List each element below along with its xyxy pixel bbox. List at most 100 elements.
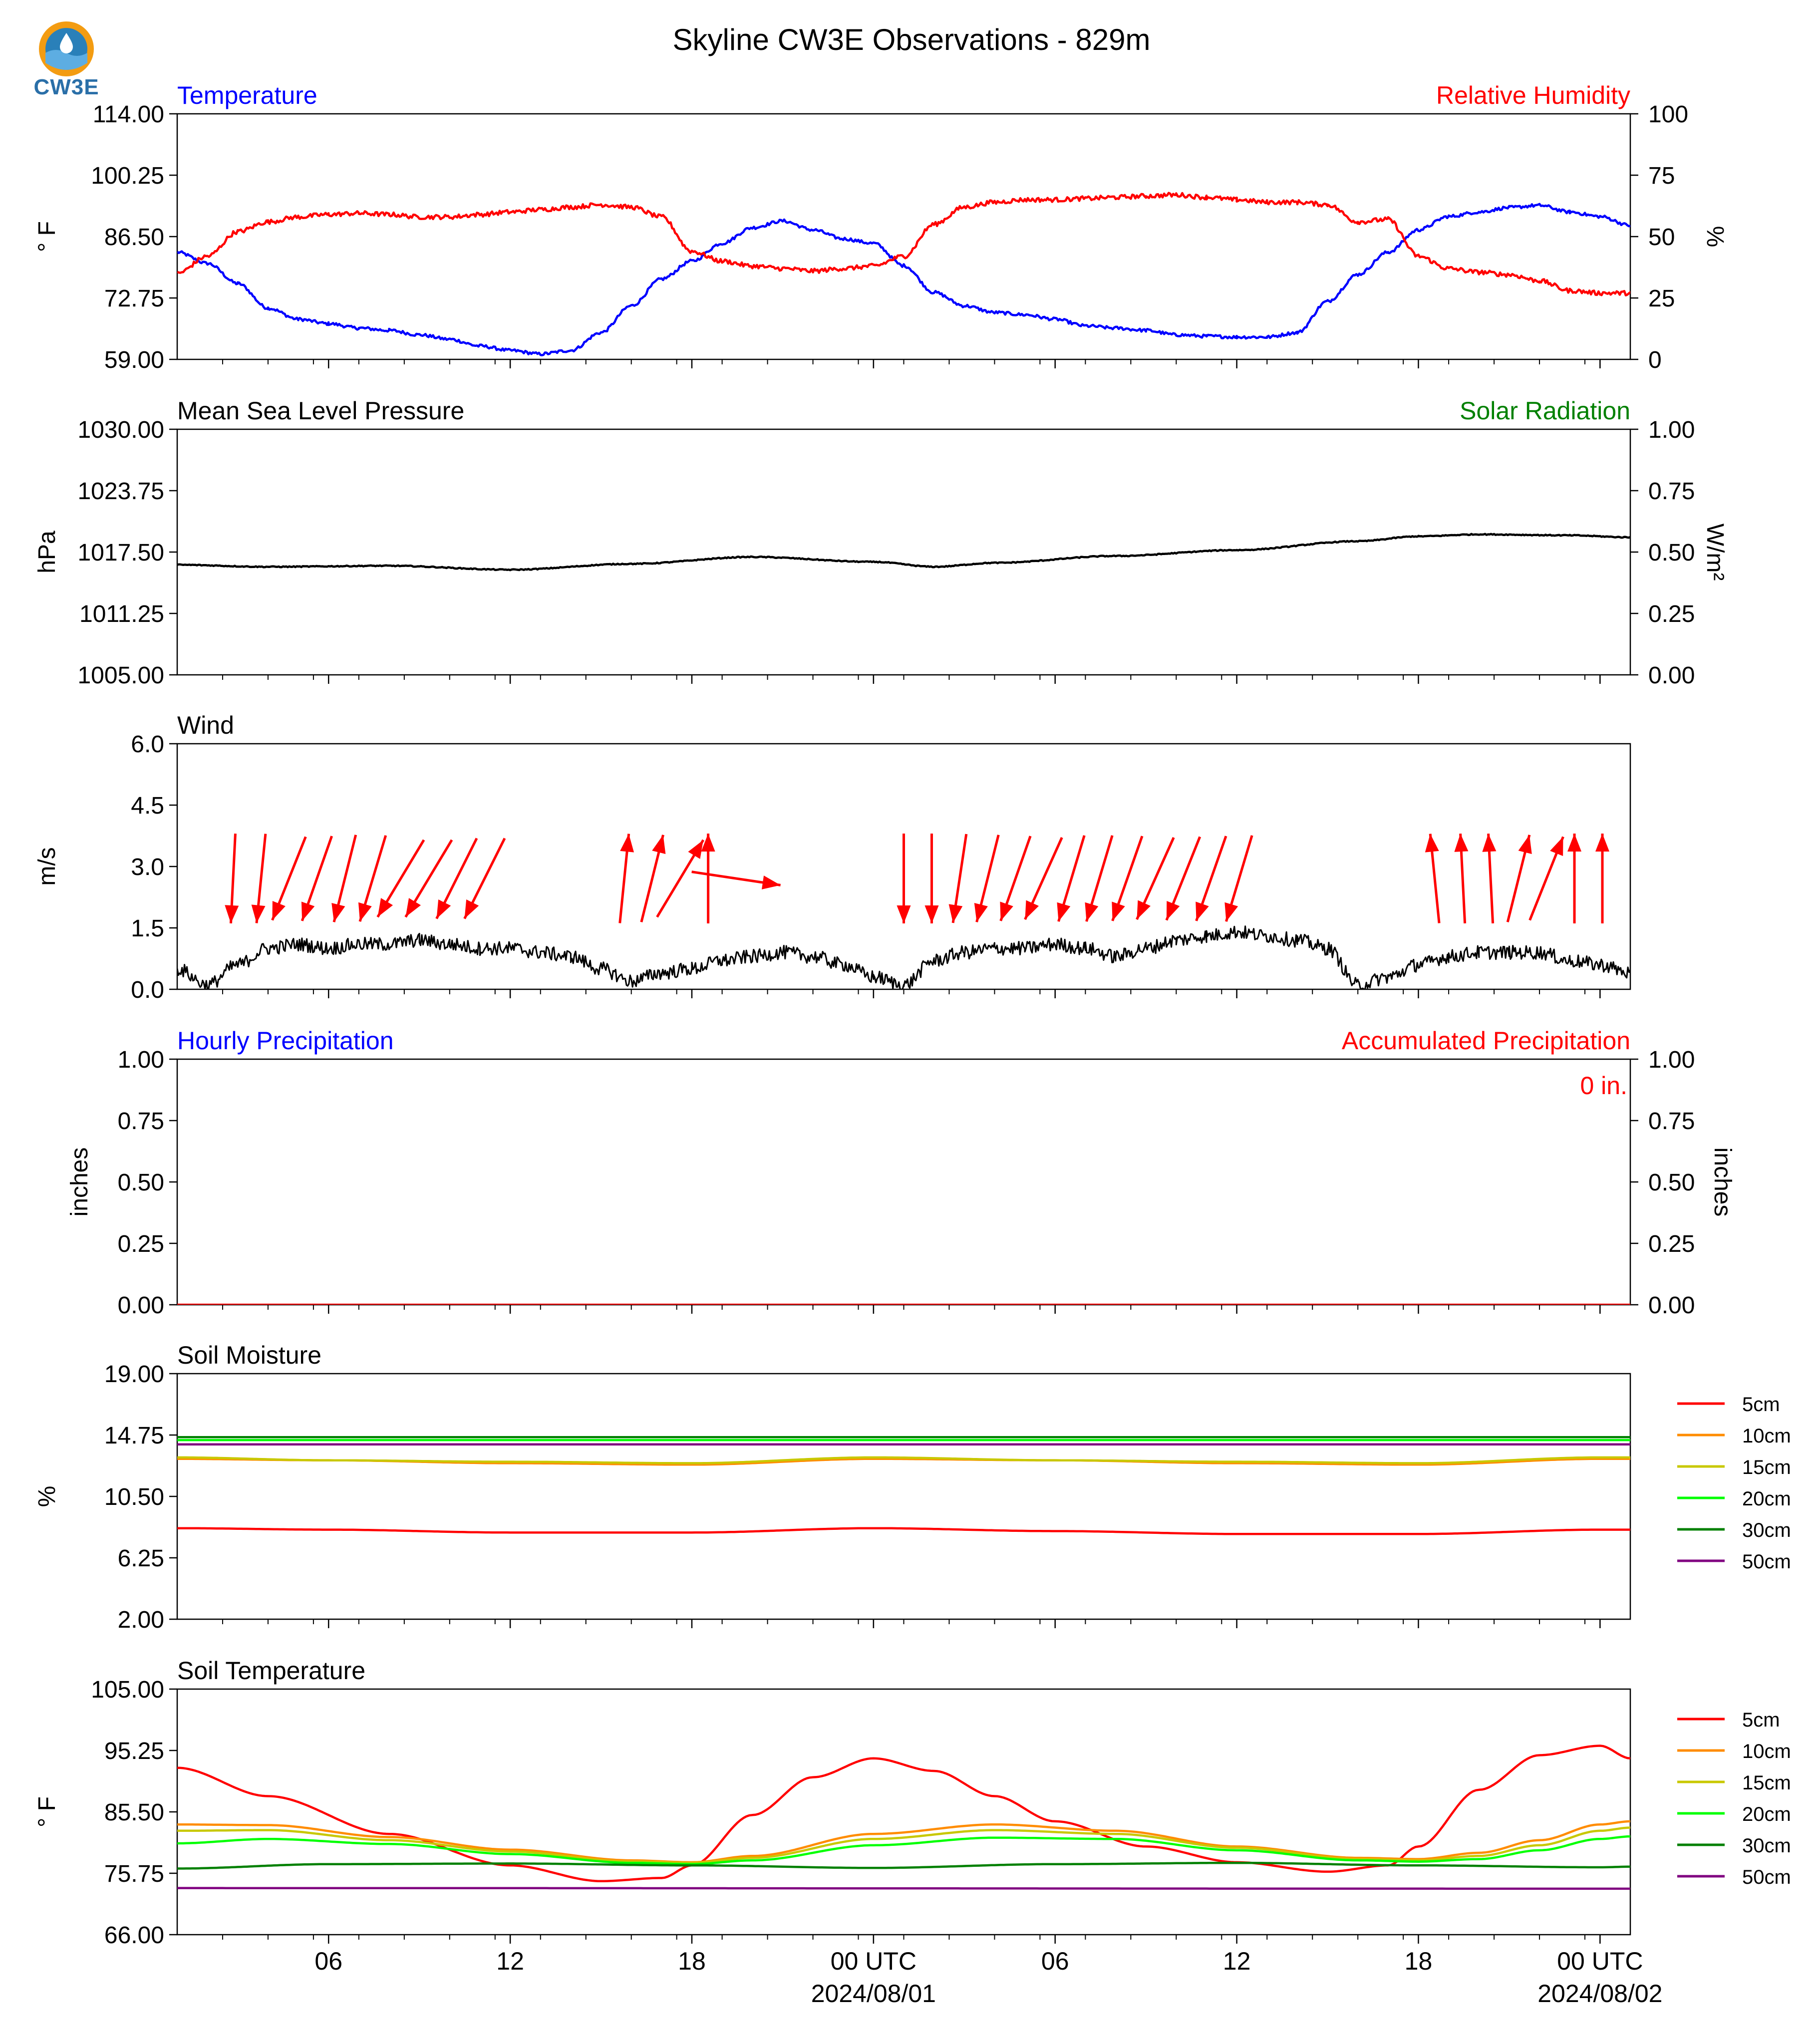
series-line-10cm xyxy=(177,1820,1630,1864)
accumulated-precip-value: 0 in. xyxy=(1580,1072,1627,1100)
y-right-tick-label: 0.50 xyxy=(1648,1169,1695,1196)
wind-arrow-head xyxy=(1567,834,1582,852)
legend-label: 5cm xyxy=(1742,1709,1780,1731)
x-tick-label: 18 xyxy=(1405,1947,1433,1975)
panel-1: 1030.00 1023.75 1017.50 1011.25 1005.00 1.00 0… xyxy=(34,397,1728,689)
y-axis-label-right: % xyxy=(1702,226,1728,248)
series-line-30cm xyxy=(177,1861,1630,1870)
y-right-tick-label: 1.00 xyxy=(1648,1047,1695,1073)
y-tick-label: 59.00 xyxy=(104,347,164,373)
panel-frame xyxy=(176,428,1631,676)
y-right-tick-label: 25 xyxy=(1648,286,1675,312)
y-axis-label-right: W/m² xyxy=(1702,524,1728,581)
logo-wave xyxy=(45,50,87,70)
y-right-tick-label: 0.00 xyxy=(1648,1292,1695,1319)
series-line-15cm xyxy=(177,1826,1630,1864)
legend-label: 15cm xyxy=(1742,1772,1791,1794)
y-axis-label-right: inches xyxy=(1709,1148,1736,1217)
wind-arrow-head xyxy=(1085,902,1099,922)
y-axis-label: % xyxy=(34,1486,60,1507)
panel-title: Mean Sea Level Pressure xyxy=(177,397,464,425)
wind-arrow-head xyxy=(1550,837,1563,857)
panels: 114.00 100.25 86.50 72.75 59.00 100 75 50 25 0 Tem… xyxy=(34,81,1791,1949)
y-tick-label: 0.50 xyxy=(118,1169,164,1196)
wind-arrow-head xyxy=(974,902,988,922)
series-line-left xyxy=(177,533,1630,572)
legend-label: 15cm xyxy=(1742,1456,1791,1478)
x-tick-label: 00 UTC xyxy=(1557,1947,1643,1975)
y-tick-label: 0.0 xyxy=(131,977,164,1003)
x-date-label: 2024/08/02 xyxy=(1537,1980,1662,2008)
y-tick-label: 114.00 xyxy=(93,101,164,128)
wind-arrow-head xyxy=(436,899,451,919)
y-tick-label: 3.0 xyxy=(131,854,164,880)
panel-frame xyxy=(176,113,1631,360)
wind-arrow-head xyxy=(1482,834,1497,852)
wind-arrow-head xyxy=(1454,834,1469,852)
y-right-tick-label: 75 xyxy=(1648,163,1675,189)
y-tick-label: 6.25 xyxy=(118,1545,164,1572)
series-line-left xyxy=(177,925,1630,989)
x-tick-label: 06 xyxy=(1041,1947,1069,1975)
legend: 5cm 10cm 15cm 20cm 30cm 50cm xyxy=(1677,1709,1791,1888)
wind-arrow-head xyxy=(652,835,666,855)
wind-arrow-head xyxy=(1196,901,1209,921)
y-tick-label: 2.00 xyxy=(118,1607,164,1633)
plot-area xyxy=(177,925,1630,989)
panel-title-right: Solar Radiation xyxy=(1460,397,1630,425)
series-line-15cm xyxy=(177,1456,1630,1464)
legend-label: 30cm xyxy=(1742,1519,1791,1541)
series-line-right xyxy=(177,192,1630,296)
plot-area xyxy=(177,192,1630,356)
wind-arrow-head xyxy=(1025,900,1039,920)
y-tick-label: 4.5 xyxy=(131,793,164,819)
y-tick-label: 1017.50 xyxy=(77,540,164,566)
y-tick-label: 75.75 xyxy=(104,1861,164,1887)
x-axis-labels: 06 12 18 00 UTC 06 12 18 00 UTC 2024/08/01 2024/0… xyxy=(314,1947,1662,2008)
panel-3: 1.00 0.75 0.50 0.25 0.00 1.00 0.75 0.50 0.25 0.00… xyxy=(66,1027,1736,1319)
logo-text: CW3E xyxy=(33,75,99,99)
y-tick-label: 0.25 xyxy=(118,1231,164,1257)
wind-arrow-head xyxy=(897,905,911,923)
y-tick-label: 19.00 xyxy=(104,1361,164,1388)
y-tick-label: 0.00 xyxy=(118,1292,164,1319)
legend-label: 5cm xyxy=(1742,1394,1780,1416)
y-tick-label: 100.25 xyxy=(91,163,164,189)
x-date-label: 2024/08/01 xyxy=(811,1980,936,2008)
wind-arrow-head xyxy=(1112,901,1125,921)
y-right-tick-label: 1.00 xyxy=(1648,417,1695,443)
y-tick-label: 1030.00 xyxy=(77,417,164,443)
x-tick-label: 12 xyxy=(1223,1947,1251,1975)
y-tick-label: 10.50 xyxy=(104,1484,164,1510)
wind-arrow-head xyxy=(1224,902,1238,922)
legend-label: 50cm xyxy=(1742,1551,1791,1573)
y-axis-label: hPa xyxy=(34,531,60,574)
series-line-50cm xyxy=(177,1887,1630,1890)
y-tick-label: 6.0 xyxy=(131,731,164,758)
wind-arrow-head xyxy=(701,834,715,852)
y-axis-label: ° F xyxy=(34,1796,60,1827)
wind-arrow-head xyxy=(688,840,703,859)
wind-arrow-head xyxy=(761,875,781,889)
y-right-tick-label: 0.75 xyxy=(1648,478,1695,505)
y-tick-label: 95.25 xyxy=(104,1738,164,1764)
y-right-tick-label: 100 xyxy=(1648,101,1688,128)
panel-5: 105.00 95.25 85.50 75.75 66.00 Soil Temperatu… xyxy=(34,1657,1791,1949)
wind-arrows xyxy=(225,833,1610,924)
series-line-left xyxy=(177,203,1630,356)
y-tick-label: 1011.25 xyxy=(79,601,164,627)
y-tick-label: 72.75 xyxy=(104,286,164,312)
panel-title: Soil Moisture xyxy=(177,1341,321,1369)
y-right-tick-label: 0.50 xyxy=(1648,540,1695,566)
wind-arrow-head xyxy=(358,902,372,922)
logo-drop-icon xyxy=(60,33,73,53)
panel-frame xyxy=(176,1688,1631,1936)
y-tick-label: 1.5 xyxy=(131,915,164,942)
series-line-5cm xyxy=(177,1527,1630,1535)
y-tick-label: 1023.75 xyxy=(77,478,164,505)
y-right-tick-label: 0.00 xyxy=(1648,662,1695,689)
panel-title-right: Relative Humidity xyxy=(1436,81,1630,109)
legend-label: 20cm xyxy=(1742,1488,1791,1510)
plot-area xyxy=(177,1436,1630,1535)
